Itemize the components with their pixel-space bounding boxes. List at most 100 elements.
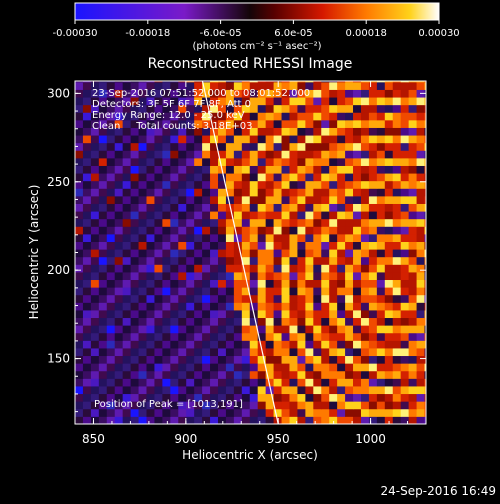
heatmap-cell	[82, 89, 92, 98]
heatmap-cell	[241, 233, 251, 242]
heatmap-cell	[392, 363, 402, 372]
heatmap-cell	[257, 393, 267, 402]
heatmap-cell	[210, 218, 219, 227]
heatmap-cell	[313, 347, 322, 357]
y-axis-label: Heliocentric Y (arcsec)	[27, 185, 41, 320]
heatmap-cell	[202, 249, 211, 258]
heatmap-cell	[233, 363, 243, 372]
heatmap-cell	[376, 89, 386, 98]
heatmap-cell	[154, 195, 163, 204]
heatmap-cell	[416, 408, 425, 417]
heatmap-cell	[154, 264, 163, 273]
heatmap-cell	[162, 135, 171, 144]
heatmap-cell	[178, 195, 187, 204]
heatmap-cell	[130, 302, 140, 311]
heatmap-cell	[424, 119, 426, 128]
heatmap-cell	[384, 378, 394, 387]
heatmap-cell	[130, 89, 140, 98]
heatmap-cell	[98, 81, 108, 90]
heatmap-cell	[392, 211, 402, 220]
heatmap-cell	[225, 287, 235, 296]
heatmap-cell	[130, 347, 140, 357]
heatmap-cell	[289, 211, 298, 220]
heatmap-cell	[400, 347, 410, 357]
heatmap-cell	[281, 157, 290, 166]
heatmap-cell	[360, 203, 370, 212]
heatmap-cell	[289, 233, 298, 242]
heatmap-cell	[257, 385, 267, 395]
heatmap-cell	[90, 119, 100, 128]
heatmap-cell	[353, 150, 362, 159]
heatmap-cell	[329, 157, 338, 166]
heatmap-cell	[281, 112, 290, 121]
heatmap-cell	[186, 249, 195, 258]
heatmap-cell	[114, 188, 124, 197]
heatmap-cell	[122, 211, 132, 220]
heatmap-cell	[90, 180, 100, 189]
heatmap-cell	[225, 112, 235, 121]
heatmap-cell	[138, 104, 147, 113]
heatmap-cell	[217, 81, 227, 83]
heatmap-cell	[416, 226, 425, 235]
heatmap-cell	[329, 127, 338, 136]
heatmap-cell	[400, 317, 410, 326]
heatmap-cell	[210, 363, 219, 372]
heatmap-cell	[194, 363, 203, 372]
heatmap-cell	[265, 89, 275, 98]
heatmap-cell	[75, 256, 84, 265]
heatmap-cell	[345, 203, 354, 212]
heatmap-cell	[225, 271, 235, 281]
heatmap-cell	[202, 150, 211, 159]
heatmap-cell	[194, 195, 203, 204]
heatmap-cell	[233, 81, 243, 83]
heatmap-cell	[408, 203, 418, 212]
heatmap-cell	[408, 302, 418, 311]
heatmap-cell	[210, 332, 219, 341]
heatmap-cell	[241, 135, 251, 144]
heatmap-cell	[321, 157, 330, 166]
heatmap-cell	[146, 309, 155, 319]
heatmap-cell	[130, 264, 140, 273]
heatmap-cell	[273, 363, 282, 372]
heatmap-cell	[384, 325, 394, 334]
heatmap-cell	[241, 89, 251, 98]
heatmap-cell	[122, 363, 132, 372]
heatmap-cell	[210, 119, 219, 128]
heatmap-cell	[337, 81, 346, 83]
heatmap-cell	[210, 81, 219, 90]
heatmap-cell	[305, 355, 314, 364]
heatmap-cell	[345, 309, 354, 319]
heatmap-cell	[273, 211, 282, 220]
heatmap-cell	[82, 302, 92, 311]
heatmap-cell	[194, 104, 203, 113]
heatmap-cell	[273, 142, 282, 151]
heatmap-cell	[360, 226, 370, 235]
heatmap-cell	[249, 317, 259, 326]
heatmap-cell	[90, 325, 100, 334]
heatmap-cell	[194, 233, 203, 242]
heatmap-cell	[122, 150, 132, 159]
heatmap-cell	[360, 150, 370, 159]
heatmap-cell	[194, 325, 203, 334]
heatmap-cell	[265, 325, 275, 334]
heatmap-cell	[130, 211, 140, 220]
heatmap-cell	[138, 264, 147, 273]
heatmap-cell	[384, 287, 394, 296]
heatmap-cell	[424, 332, 426, 341]
heatmap-cell	[376, 188, 386, 197]
heatmap-cell	[297, 317, 306, 326]
heatmap-cell	[225, 408, 235, 417]
heatmap-cell	[273, 104, 282, 113]
heatmap-cell	[368, 180, 378, 189]
heatmap-cell	[210, 309, 219, 319]
heatmap-cell	[130, 81, 140, 90]
heatmap-cell	[353, 416, 362, 424]
heatmap-cell	[329, 249, 338, 258]
heatmap-cell	[353, 81, 362, 83]
heatmap-cell	[408, 157, 418, 166]
heatmap-cell	[281, 332, 290, 341]
heatmap-cell	[329, 226, 338, 235]
heatmap-cell	[400, 218, 410, 227]
heatmap-cell	[408, 180, 418, 189]
heatmap-cell	[281, 241, 290, 250]
